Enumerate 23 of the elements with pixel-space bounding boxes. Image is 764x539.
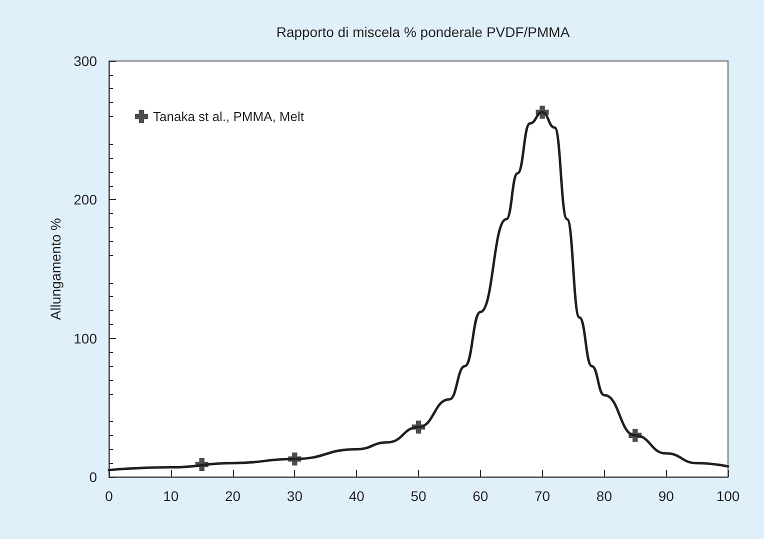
point	[628, 428, 642, 442]
x-tick-label: 100	[716, 488, 740, 504]
y-axis-title: Allungamento %	[48, 218, 64, 320]
point	[288, 452, 302, 466]
x-tick-label: 90	[658, 488, 674, 504]
point	[536, 106, 549, 119]
x-tick-label: 20	[225, 488, 241, 504]
x-tick-label: 0	[105, 488, 114, 504]
y-tick-label: 100	[74, 330, 98, 346]
chart-title: Rapporto di miscela % ponderale PVDF/PMMA	[276, 24, 570, 40]
y-tick-label: 200	[74, 192, 98, 208]
x-tick-label: 60	[472, 488, 488, 504]
x-tick-label: 10	[163, 488, 179, 504]
x-tick-label: 30	[286, 488, 303, 504]
legend-label: Tanaka st al., PMMA, Melt	[153, 109, 304, 124]
point	[195, 458, 208, 472]
x-tick-label: 70	[534, 488, 550, 504]
y-tick-label: 300	[74, 53, 98, 69]
x-tick-label: 80	[596, 488, 612, 504]
x-tick-label: 40	[348, 488, 365, 504]
point	[412, 420, 425, 434]
x-tick-label: 50	[410, 488, 426, 504]
y-tick-label: 0	[89, 469, 98, 485]
